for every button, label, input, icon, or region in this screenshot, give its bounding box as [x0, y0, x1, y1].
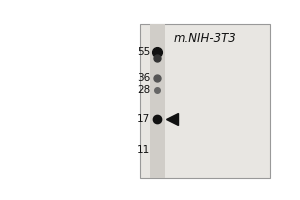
Bar — [140, 24, 270, 178]
Text: 55: 55 — [137, 47, 150, 57]
Text: 28: 28 — [137, 85, 150, 95]
Text: 36: 36 — [137, 73, 150, 83]
Text: m.NIH-3T3: m.NIH-3T3 — [173, 32, 236, 45]
Text: 17: 17 — [137, 114, 150, 124]
Text: 11: 11 — [137, 145, 150, 155]
Bar — [150, 24, 165, 178]
